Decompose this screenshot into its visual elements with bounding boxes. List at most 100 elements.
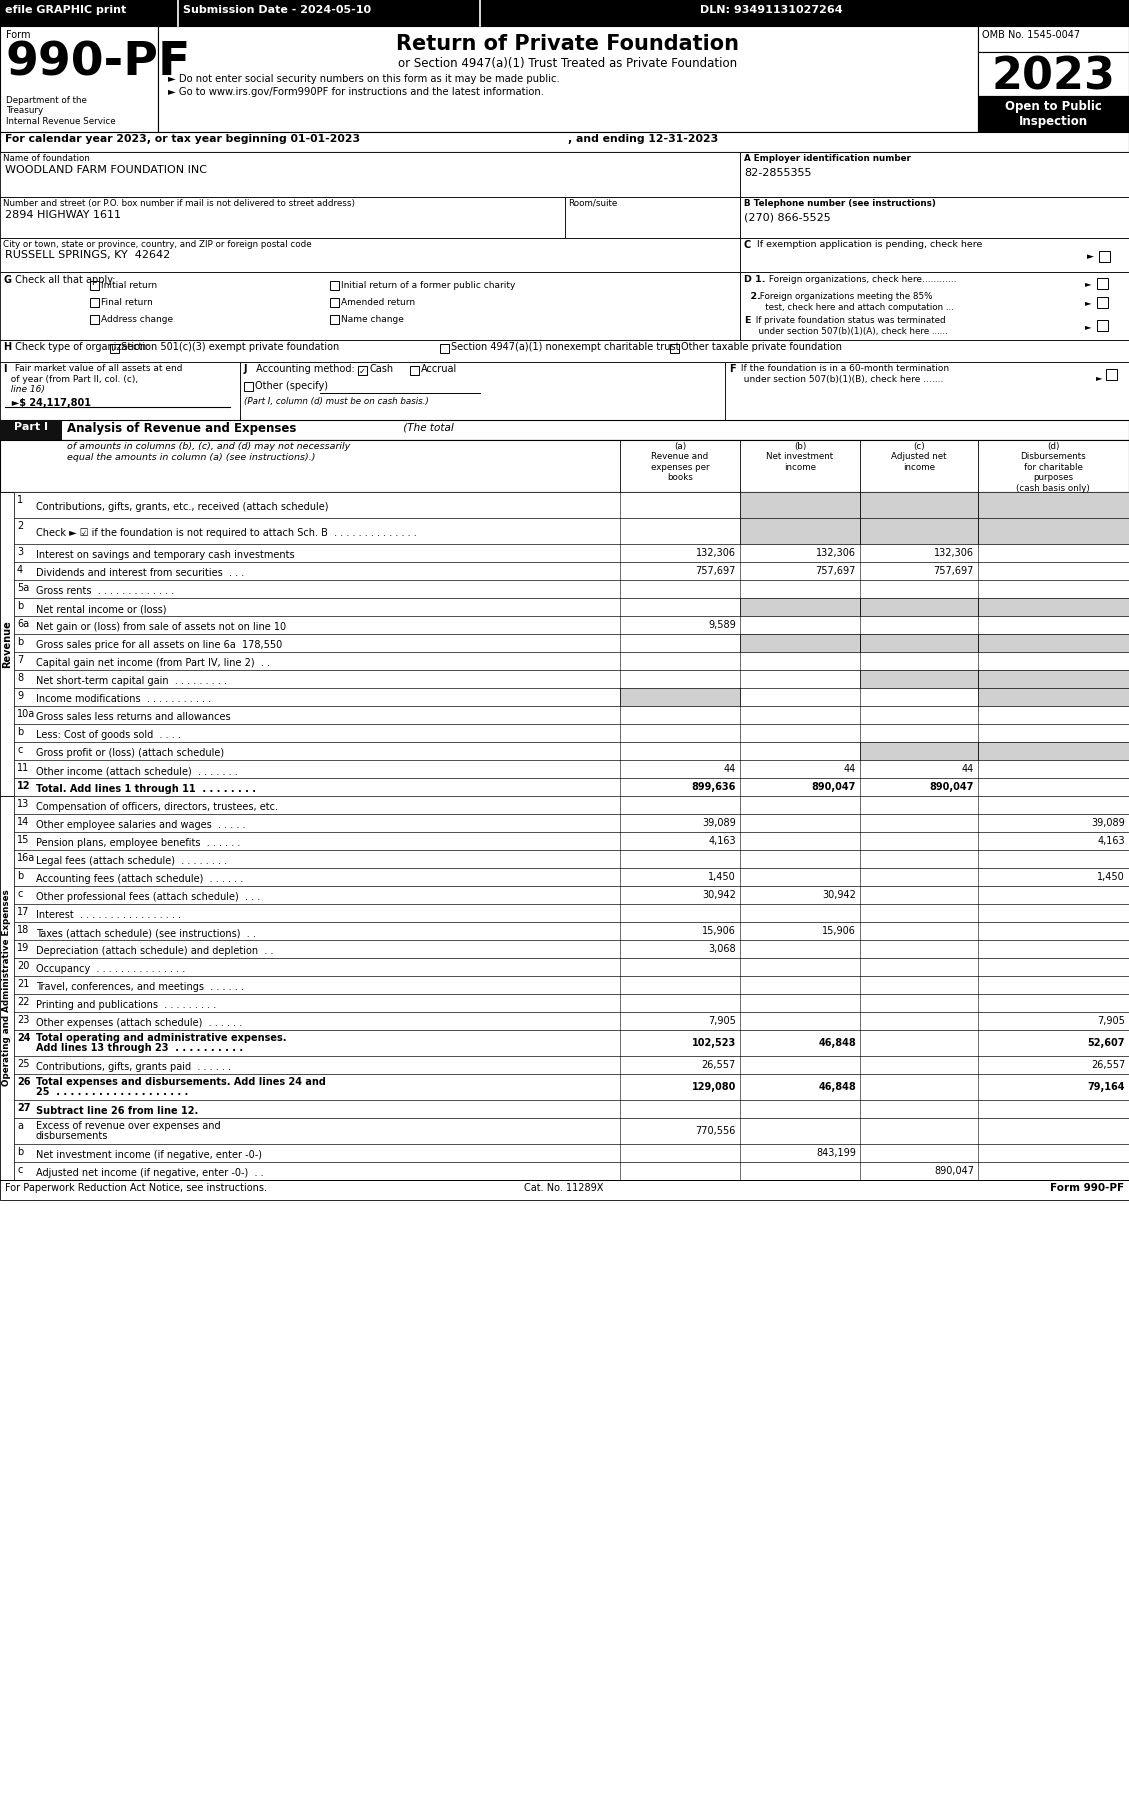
Text: 46,848: 46,848: [819, 1037, 856, 1048]
Text: For calendar year 2023, or tax year beginning 01-01-2023: For calendar year 2023, or tax year begi…: [5, 135, 360, 144]
Bar: [739, 198, 1129, 237]
Bar: [978, 635, 1129, 653]
Text: Check ► ☑ if the foundation is not required to attach Sch. B  . . . . . . . . . : Check ► ☑ if the foundation is not requi…: [36, 529, 417, 538]
Bar: [14, 976, 1129, 994]
Bar: [0, 441, 1129, 493]
Text: 26,557: 26,557: [1091, 1061, 1124, 1070]
Text: Gross profit or (loss) (attach schedule): Gross profit or (loss) (attach schedule): [36, 748, 225, 759]
Text: Taxes (attach schedule) (see instructions)  . .: Taxes (attach schedule) (see instruction…: [36, 928, 256, 939]
Bar: [1097, 279, 1108, 289]
Bar: [0, 198, 564, 237]
Bar: [978, 25, 1129, 52]
Text: Section 501(c)(3) exempt private foundation: Section 501(c)(3) exempt private foundat…: [121, 342, 339, 352]
Text: Address change: Address change: [100, 315, 173, 324]
Text: 2.: 2.: [744, 291, 761, 300]
Bar: [14, 493, 1129, 518]
Text: Pension plans, employee benefits  . . . . . .: Pension plans, employee benefits . . . .…: [36, 838, 240, 849]
Text: 2: 2: [17, 521, 24, 530]
Text: B Telephone number (see instructions): B Telephone number (see instructions): [744, 200, 936, 209]
Text: WOODLAND FARM FOUNDATION INC: WOODLAND FARM FOUNDATION INC: [5, 165, 207, 174]
Text: 22: 22: [17, 998, 29, 1007]
Bar: [14, 1118, 1129, 1144]
Text: Subtract line 26 from line 12.: Subtract line 26 from line 12.: [36, 1106, 199, 1117]
Text: Legal fees (attach schedule)  . . . . . . . .: Legal fees (attach schedule) . . . . . .…: [36, 856, 227, 867]
Text: Accrual: Accrual: [421, 363, 457, 374]
Text: Foreign organizations, check here............: Foreign organizations, check here.......…: [765, 275, 956, 284]
Text: For Paperwork Reduction Act Notice, see instructions.: For Paperwork Reduction Act Notice, see …: [5, 1183, 266, 1194]
Text: Form 990-PF: Form 990-PF: [1050, 1183, 1124, 1194]
Text: Interest on savings and temporary cash investments: Interest on savings and temporary cash i…: [36, 550, 295, 559]
Text: ►: ►: [1085, 279, 1092, 288]
Bar: [860, 671, 978, 689]
Bar: [14, 689, 1129, 707]
Bar: [14, 671, 1129, 689]
Text: 12: 12: [17, 780, 30, 791]
Text: Printing and publications  . . . . . . . . .: Printing and publications . . . . . . . …: [36, 1000, 217, 1010]
Text: Depreciation (attach schedule) and depletion  . .: Depreciation (attach schedule) and deple…: [36, 946, 273, 957]
Bar: [978, 671, 1129, 689]
Text: Accounting method:: Accounting method:: [253, 363, 355, 374]
Text: 3: 3: [17, 547, 23, 557]
Text: 890,047: 890,047: [929, 782, 974, 791]
Bar: [0, 361, 240, 421]
Text: of amounts in columns (b), (c), and (d) may not necessarily: of amounts in columns (b), (c), and (d) …: [67, 442, 350, 451]
Text: Cash: Cash: [369, 363, 393, 374]
Text: E: E: [744, 316, 751, 325]
Text: Total. Add lines 1 through 11  . . . . . . . .: Total. Add lines 1 through 11 . . . . . …: [36, 784, 256, 795]
Bar: [90, 280, 99, 289]
Text: Dividends and interest from securities  . . .: Dividends and interest from securities .…: [36, 568, 244, 577]
Bar: [978, 743, 1129, 761]
Bar: [14, 563, 1129, 581]
Bar: [14, 725, 1129, 743]
Text: 129,080: 129,080: [692, 1082, 736, 1091]
Text: Excess of revenue over expenses and: Excess of revenue over expenses and: [36, 1120, 220, 1131]
Text: 4,163: 4,163: [1097, 836, 1124, 847]
Text: Name change: Name change: [341, 315, 404, 324]
Bar: [14, 1030, 1129, 1055]
Text: Less: Cost of goods sold  . . . .: Less: Cost of goods sold . . . .: [36, 730, 181, 741]
Text: line 16): line 16): [5, 385, 45, 394]
Bar: [14, 545, 1129, 563]
Text: 102,523: 102,523: [692, 1037, 736, 1048]
Text: Revenue: Revenue: [2, 620, 12, 667]
Bar: [860, 743, 978, 761]
Text: Cat. No. 11289X: Cat. No. 11289X: [524, 1183, 604, 1194]
Text: Total operating and administrative expenses.: Total operating and administrative expen…: [36, 1034, 287, 1043]
Text: equal the amounts in column (a) (see instructions).): equal the amounts in column (a) (see ins…: [67, 453, 315, 462]
Text: 899,636: 899,636: [692, 782, 736, 791]
Text: ► Go to www.irs.gov/Form990PF for instructions and the latest information.: ► Go to www.irs.gov/Form990PF for instru…: [168, 86, 544, 97]
Text: (Part I, column (d) must be on cash basis.): (Part I, column (d) must be on cash basi…: [244, 397, 429, 406]
Bar: [739, 271, 1129, 340]
Bar: [14, 1144, 1129, 1162]
Text: (270) 866-5525: (270) 866-5525: [744, 212, 831, 221]
Text: DLN: 93491131027264: DLN: 93491131027264: [700, 5, 842, 14]
Text: 82-2855355: 82-2855355: [744, 167, 812, 178]
Text: 132,306: 132,306: [695, 548, 736, 557]
Text: 7: 7: [17, 654, 24, 665]
Bar: [0, 237, 739, 271]
Text: Income modifications  . . . . . . . . . . .: Income modifications . . . . . . . . . .…: [36, 694, 211, 705]
Text: Other employee salaries and wages  . . . . .: Other employee salaries and wages . . . …: [36, 820, 245, 831]
Bar: [14, 886, 1129, 904]
Text: 1,450: 1,450: [1097, 872, 1124, 883]
Bar: [978, 518, 1129, 545]
Text: Contributions, gifts, grants, etc., received (attach schedule): Contributions, gifts, grants, etc., rece…: [36, 502, 329, 512]
Bar: [0, 1179, 1129, 1199]
Text: Section 4947(a)(1) nonexempt charitable trust: Section 4947(a)(1) nonexempt charitable …: [450, 342, 680, 352]
Bar: [14, 904, 1129, 922]
Bar: [564, 198, 739, 237]
Text: c: c: [17, 888, 23, 899]
Text: 132,306: 132,306: [934, 548, 974, 557]
Text: test, check here and attach computation ...: test, check here and attach computation …: [758, 304, 954, 313]
Text: 7,905: 7,905: [708, 1016, 736, 1027]
Text: ►: ►: [1085, 322, 1092, 331]
Text: Fair market value of all assets at end: Fair market value of all assets at end: [12, 363, 183, 372]
Bar: [978, 95, 1129, 131]
Bar: [1097, 320, 1108, 331]
Text: b: b: [17, 1147, 24, 1156]
Text: D 1.: D 1.: [744, 275, 765, 284]
Text: b: b: [17, 870, 24, 881]
Text: of year (from Part II, col. (c),: of year (from Part II, col. (c),: [5, 376, 138, 385]
Text: Add lines 13 through 23  . . . . . . . . . .: Add lines 13 through 23 . . . . . . . . …: [36, 1043, 243, 1054]
Bar: [0, 421, 62, 441]
